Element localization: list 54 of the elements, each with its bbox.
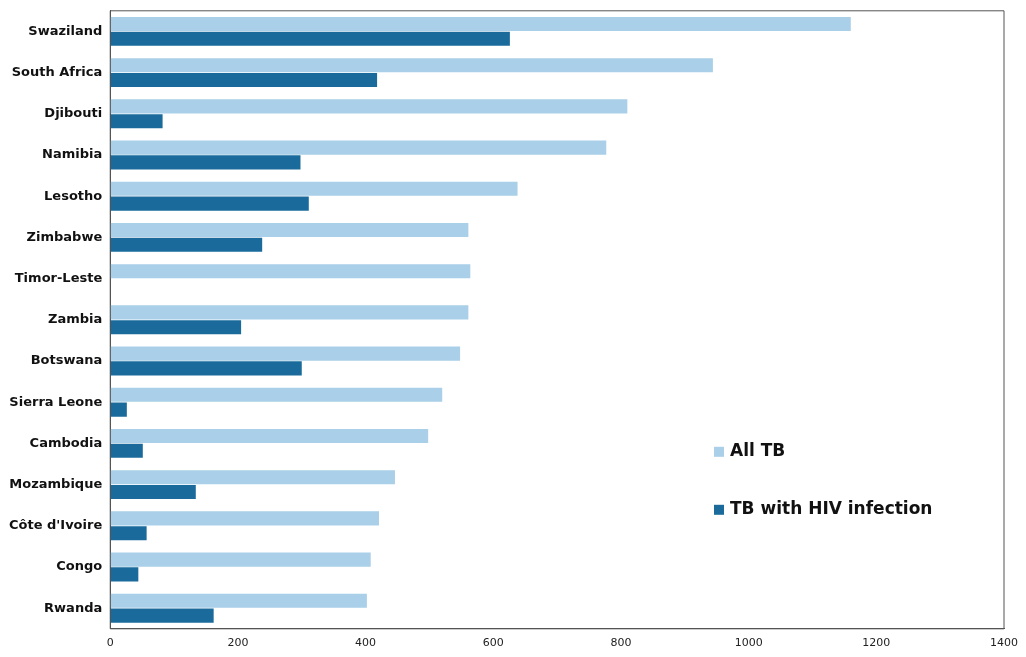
bar (110, 443, 143, 458)
bar (110, 593, 367, 608)
bar (110, 552, 371, 567)
bar (110, 402, 127, 417)
x-tick-label: 1400 (990, 636, 1018, 650)
bar (110, 484, 196, 500)
y-tick-label: Sierra Leone (9, 393, 103, 409)
y-tick-label: Congo (56, 558, 103, 574)
x-tick-label: 0 (106, 636, 114, 650)
bar (110, 346, 461, 361)
bar (110, 526, 147, 541)
x-tick-label: 600 (482, 636, 504, 650)
bar (110, 320, 242, 335)
x-tick-label: 1200 (862, 636, 891, 650)
bar (110, 140, 607, 155)
x-tick-label: 400 (355, 636, 377, 650)
bar (110, 72, 378, 88)
bar (110, 608, 214, 623)
y-tick-label: South Africa (11, 63, 103, 79)
bar (110, 470, 395, 485)
y-tick-label: Botswana (30, 352, 103, 368)
bar (110, 222, 469, 238)
y-tick-label: Namibia (42, 146, 103, 162)
bar (110, 31, 510, 46)
x-tick-label: 800 (610, 636, 632, 650)
bar (110, 567, 139, 582)
bar (110, 387, 443, 402)
bar (110, 181, 518, 196)
bar (110, 428, 429, 444)
bar (110, 16, 851, 32)
bar (110, 237, 263, 252)
y-tick-label: Cambodia (29, 434, 103, 450)
y-tick-label: Rwanda (44, 599, 103, 615)
y-tick-label: Mozambique (9, 475, 103, 491)
x-tick-label: 1000 (734, 636, 763, 650)
y-tick-label: Zambia (47, 311, 103, 327)
bar (110, 511, 380, 526)
legend-label: All TB (730, 440, 786, 461)
y-tick-label: Zimbabwe (26, 228, 103, 244)
legend-label: TB with HIV infection (730, 498, 933, 519)
bar (110, 305, 469, 320)
bar (110, 361, 302, 376)
y-tick-label: Côte d'Ivoire (8, 517, 103, 533)
y-tick-label: Swaziland (28, 22, 103, 38)
bar (110, 264, 471, 279)
bar (110, 99, 628, 114)
y-tick-label: Djibouti (44, 105, 103, 121)
bar (110, 155, 301, 170)
y-tick-label: Lesotho (44, 187, 103, 203)
bar (110, 114, 163, 129)
x-tick-label: 200 (227, 636, 249, 650)
y-tick-label: Timor-Leste (14, 269, 103, 285)
bar (110, 58, 713, 73)
bar (110, 196, 309, 211)
